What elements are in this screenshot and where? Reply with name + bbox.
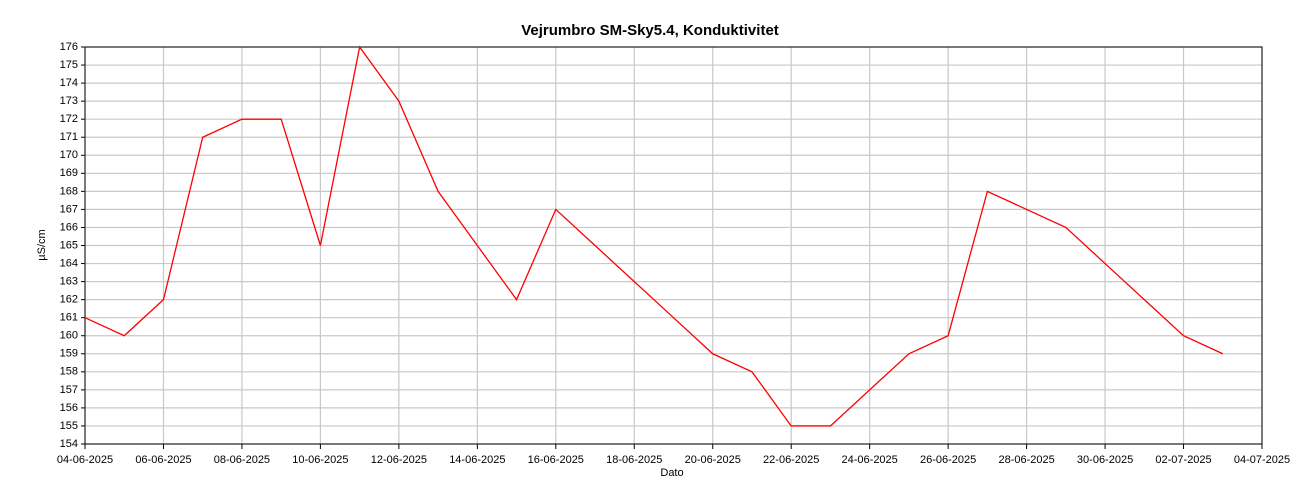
y-axis-label: µS/cm [36, 229, 48, 260]
y-tick-label: 165 [60, 239, 78, 251]
y-tick-label: 157 [60, 384, 78, 396]
y-tick-label: 161 [60, 312, 78, 324]
x-tick-label: 06-06-2025 [135, 454, 191, 466]
y-tick-label: 172 [60, 113, 78, 125]
plot-frame [84, 46, 1263, 445]
y-tick-label: 160 [60, 330, 78, 342]
y-tick-label: 159 [60, 348, 78, 360]
y-tick-label: 162 [60, 294, 78, 306]
x-tick-label: 16-06-2025 [528, 454, 584, 466]
x-tick-label: 26-06-2025 [920, 454, 976, 466]
y-tick-label: 176 [60, 41, 78, 53]
x-tick-label: 04-06-2025 [57, 454, 113, 466]
x-tick-label: 24-06-2025 [842, 454, 898, 466]
x-axis-label: Dato [660, 467, 683, 479]
x-tick-label: 30-06-2025 [1077, 454, 1133, 466]
data-line [84, 45, 1224, 427]
chart-title: Vejrumbro SM-Sky5.4, Konduktivitet [521, 22, 779, 39]
y-tick-label: 174 [60, 77, 78, 89]
y-tick-label: 173 [60, 95, 78, 107]
y-tick-label: 169 [60, 167, 78, 179]
x-tick-label: 20-06-2025 [685, 454, 741, 466]
y-tick-label: 154 [60, 438, 78, 450]
y-tick-label: 155 [60, 420, 78, 432]
y-tick-label: 171 [60, 131, 78, 143]
y-tick-label: 167 [60, 203, 78, 215]
y-tick-label: 164 [60, 257, 78, 269]
x-tick-label: 18-06-2025 [606, 454, 662, 466]
y-tick-label: 163 [60, 275, 78, 287]
x-tick-label: 22-06-2025 [763, 454, 819, 466]
y-tick-label: 170 [60, 149, 78, 161]
x-tick-label: 08-06-2025 [214, 454, 270, 466]
x-tick-label: 12-06-2025 [371, 454, 427, 466]
y-tick-label: 166 [60, 221, 78, 233]
x-tick-label: 04-07-2025 [1234, 454, 1290, 466]
x-tick-label: 10-06-2025 [292, 454, 348, 466]
x-tick-label: 02-07-2025 [1155, 454, 1211, 466]
y-tick-label: 168 [60, 185, 78, 197]
y-tick-label: 175 [60, 59, 78, 71]
y-tick-label: 158 [60, 366, 78, 378]
x-tick-label: 14-06-2025 [449, 454, 505, 466]
x-tick-label: 28-06-2025 [998, 454, 1054, 466]
y-tick-label: 156 [60, 402, 78, 414]
